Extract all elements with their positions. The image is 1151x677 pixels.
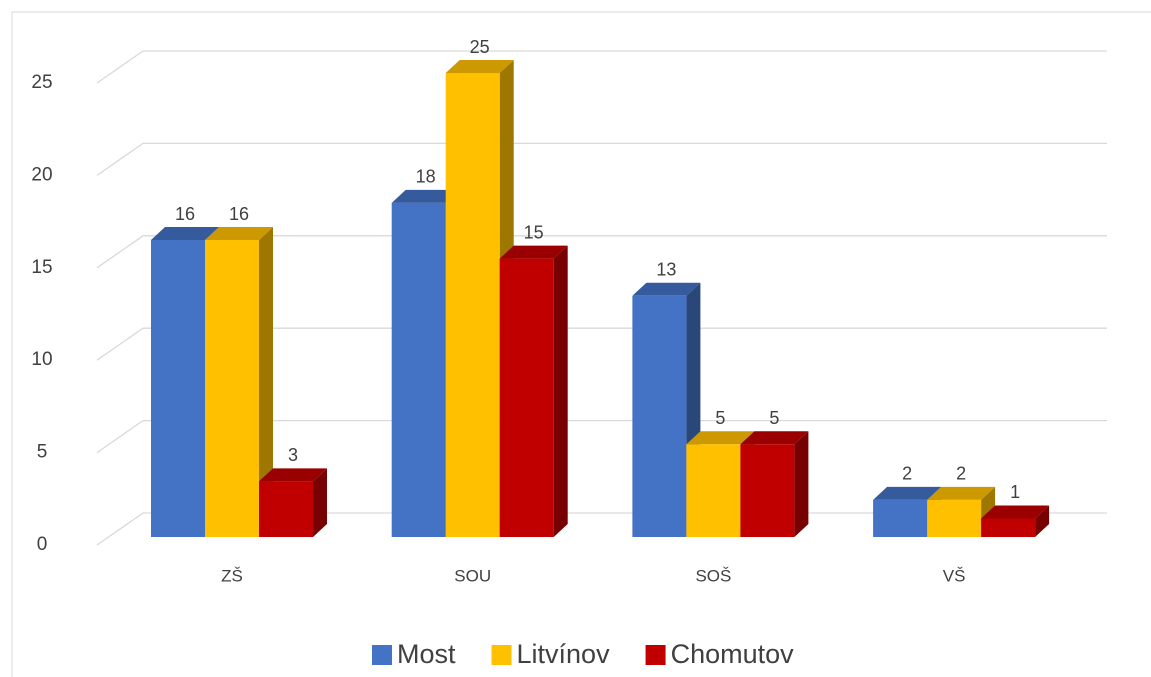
bar-face [632, 282, 701, 296]
bar-face [259, 481, 313, 537]
y-tick-label: 5 [37, 442, 48, 463]
bar-face [259, 468, 327, 482]
bar-face [205, 227, 273, 241]
data-label: 25 [470, 37, 490, 57]
bar-face [205, 240, 259, 538]
legend-swatch [645, 645, 666, 665]
y-tick-label: 15 [31, 257, 52, 278]
legend-label: Litvínov [517, 639, 611, 669]
grid-line [96, 142, 1107, 176]
data-label: 16 [175, 204, 195, 224]
y-tick-label: 20 [31, 164, 52, 185]
data-label: 15 [524, 222, 544, 242]
bar-face [313, 468, 327, 537]
bar-face [499, 258, 554, 537]
grid-line [96, 50, 1107, 84]
bar-face [151, 240, 205, 538]
grid-line [96, 327, 1107, 361]
bar [981, 505, 1050, 537]
y-tick-label: 0 [37, 534, 48, 555]
data-label: 5 [715, 408, 725, 428]
data-label: 2 [956, 464, 966, 484]
legend-label: Chomutov [671, 639, 795, 669]
bar-face [632, 295, 687, 537]
bar-face [391, 202, 446, 538]
bar [499, 245, 568, 537]
legend-swatch [372, 645, 392, 665]
bar-face [794, 431, 809, 537]
data-label: 2 [902, 464, 912, 484]
bar-face [740, 431, 809, 445]
bar [740, 431, 809, 537]
bar-face [927, 486, 996, 500]
grid-line [96, 419, 1107, 454]
y-tick-label: 10 [31, 349, 52, 370]
x-tick-label: ZŠ [221, 566, 243, 585]
data-label: 1 [1010, 482, 1020, 502]
data-label: 16 [229, 204, 249, 224]
legend-swatch [491, 645, 512, 665]
bar-face [391, 189, 460, 203]
bar-face [981, 518, 1036, 537]
bar-face [740, 444, 795, 537]
data-label: 5 [769, 408, 779, 428]
bar-face [499, 245, 568, 259]
bar-face [686, 431, 755, 445]
bar-face [981, 505, 1050, 519]
bar [873, 486, 942, 537]
data-label: 13 [656, 259, 676, 279]
bar [259, 468, 327, 537]
bar-face [445, 60, 514, 73]
bar-face [873, 499, 928, 537]
y-tick-label: 25 [31, 72, 52, 93]
bar-face [873, 486, 942, 500]
bar-face [686, 444, 741, 537]
bar-face [553, 245, 568, 537]
bar-face [151, 227, 219, 241]
x-tick-label: SOU [454, 566, 491, 585]
data-label: 18 [416, 167, 436, 187]
bar-face [1035, 505, 1050, 537]
bar-face [445, 73, 500, 537]
bar-face [927, 499, 982, 537]
legend-label: Most [397, 639, 456, 669]
x-tick-label: VŠ [943, 566, 966, 585]
grid-line [96, 235, 1107, 269]
x-tick-label: SOŠ [695, 566, 731, 585]
data-label: 3 [288, 445, 298, 465]
bar [205, 227, 273, 538]
bar-face [259, 227, 273, 538]
